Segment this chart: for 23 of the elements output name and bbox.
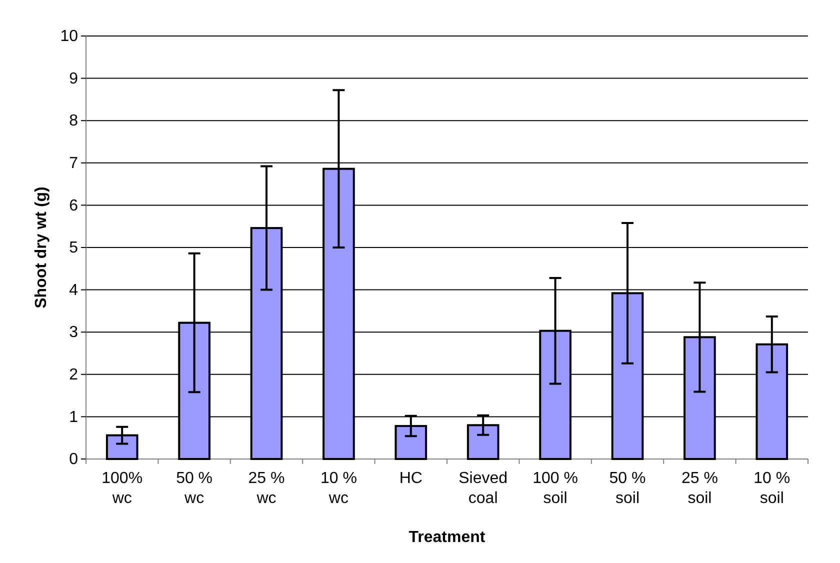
y-tick-label: 6 [69,197,78,214]
x-tick-label: 100 % soil [532,470,578,507]
x-tick-label: 50 % soil [609,470,646,507]
x-tick-label: 25 % wc [248,470,285,507]
y-tick-label: 1 [69,408,78,426]
y-tick-label: 4 [69,282,78,299]
x-axis-title: Treatment [408,529,486,546]
y-tick-label: 10 [60,28,78,46]
y-tick-label: 3 [69,324,78,342]
y-tick-label: 7 [69,155,78,172]
y-tick-label: 0 [69,451,78,468]
x-tick-label: HC [399,470,422,487]
x-tick-label: 25 % soil [681,470,718,507]
x-tick-label: 100% wc [102,470,143,507]
y-tick-label: 5 [69,240,78,257]
y-tick-label: 9 [69,70,78,88]
y-axis-title: Shoot dry wt (g) [33,186,50,308]
x-tick-label: Sieved coal [458,470,508,507]
x-tick-label: 10 % wc [320,470,357,507]
x-tick-label: 10 % soil [754,470,790,507]
x-tick-label: 50 % wc [176,470,213,507]
y-tick-label: 8 [69,112,78,130]
y-tick-label: 2 [69,366,78,384]
